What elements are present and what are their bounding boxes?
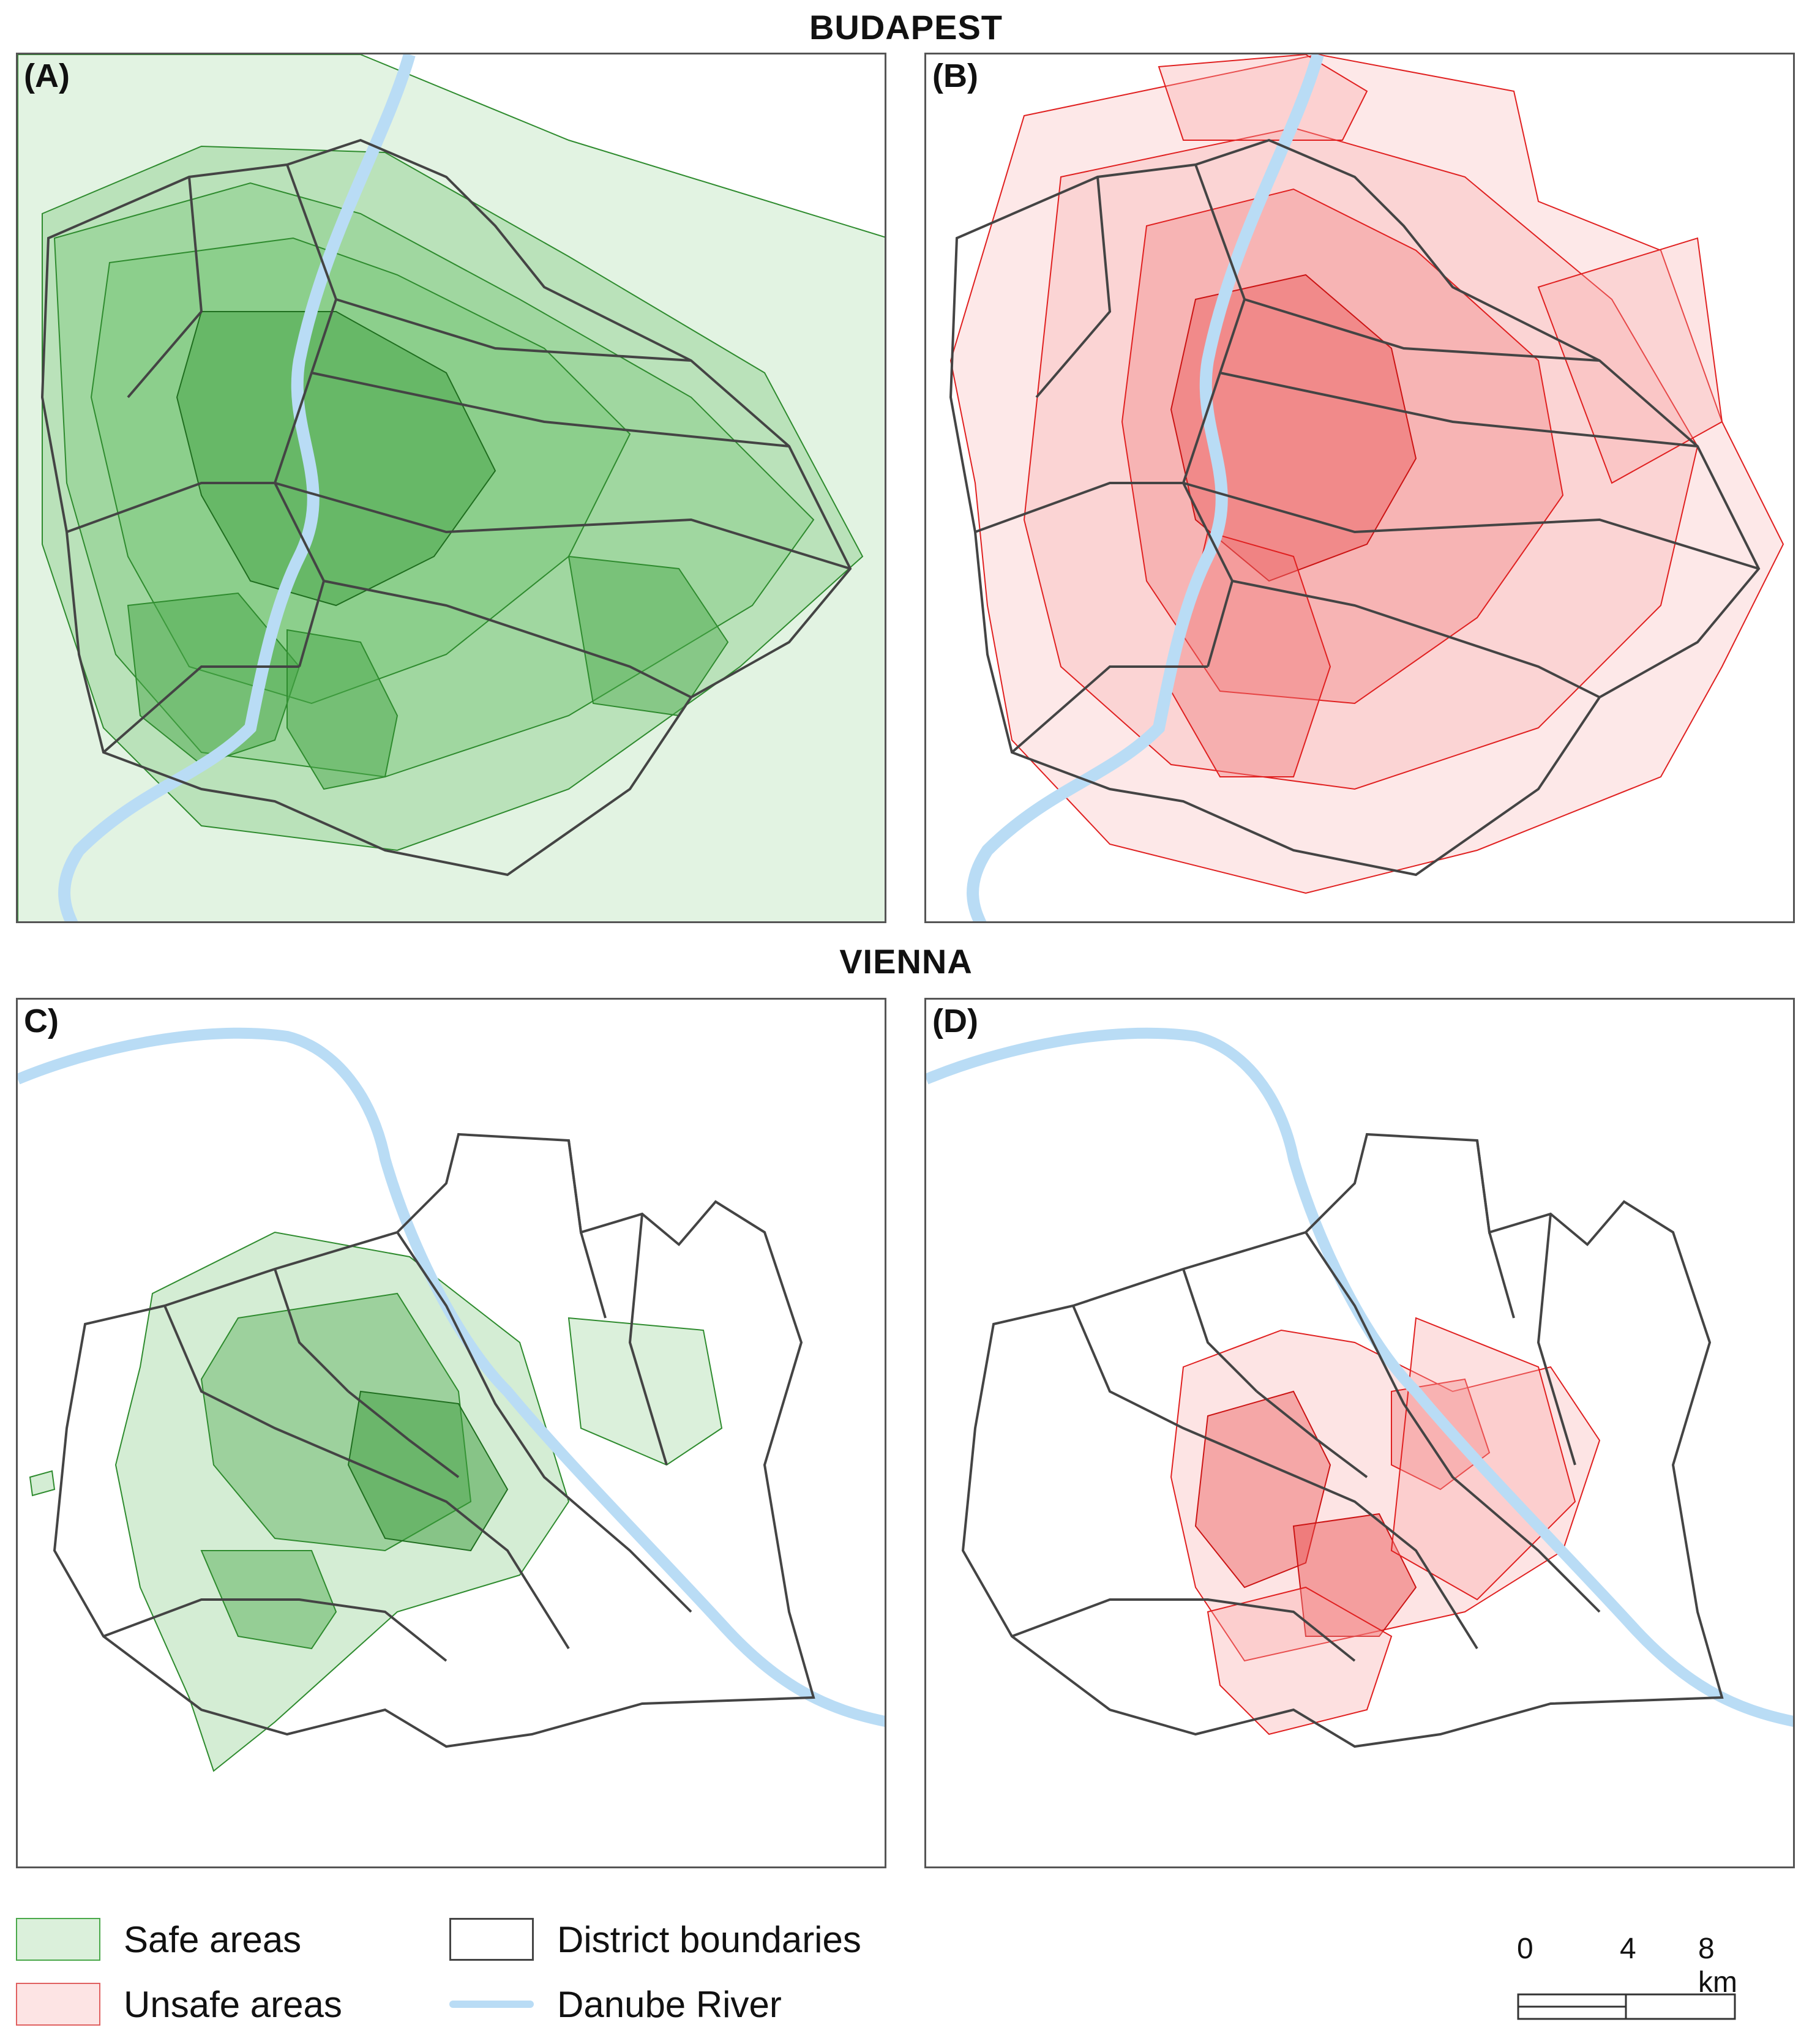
map-panel-c[interactable]: C) bbox=[16, 998, 886, 1868]
river-swatch bbox=[449, 2001, 534, 2008]
district-boundaries bbox=[53, 1132, 815, 1748]
map-canvas-a bbox=[18, 54, 885, 921]
map-panel-d[interactable]: (D) bbox=[924, 998, 1795, 1868]
unsafe-swatch bbox=[16, 1983, 100, 2026]
map-canvas-c bbox=[18, 1027, 885, 1772]
safe-areas-layer bbox=[29, 1231, 723, 1772]
district-boundaries bbox=[40, 138, 852, 877]
district-boundaries bbox=[961, 1132, 1724, 1748]
legend-river: Danube River bbox=[449, 1980, 782, 2029]
legend-unsafe-label: Unsafe areas bbox=[124, 1983, 342, 2025]
danube-river bbox=[967, 54, 1324, 921]
unsafe-areas-layer bbox=[949, 54, 1784, 894]
panel-label-c: C) bbox=[24, 1003, 59, 1039]
budapest-title: BUDAPEST bbox=[809, 8, 1003, 47]
scale-label-0: 0 bbox=[1517, 1933, 1533, 1965]
vienna-title: VIENNA bbox=[839, 942, 973, 981]
map-canvas-b bbox=[949, 54, 1784, 921]
map-panel-b[interactable]: (B) bbox=[924, 53, 1795, 923]
safe-areas-layer bbox=[18, 54, 885, 921]
unsafe-areas-layer bbox=[1170, 1317, 1601, 1735]
legend-safe: Safe areas bbox=[16, 1915, 301, 1964]
map-panel-a[interactable]: (A) bbox=[16, 53, 886, 923]
legend-river-label: Danube River bbox=[557, 1983, 782, 2025]
district-boundaries bbox=[949, 138, 1761, 877]
scale-label-4: 4 bbox=[1620, 1933, 1636, 1965]
legend-safe-label: Safe areas bbox=[124, 1919, 302, 1960]
panel-label-d: (D) bbox=[932, 1003, 978, 1039]
legend-district: District boundaries bbox=[449, 1915, 861, 1964]
danube-river bbox=[58, 54, 416, 921]
map-canvas-d bbox=[926, 1027, 1793, 1748]
legend-district-label: District boundaries bbox=[557, 1919, 861, 1960]
safe-swatch bbox=[16, 1918, 100, 1961]
panel-label-b: (B) bbox=[932, 58, 978, 94]
scale-bar-graphic bbox=[1517, 1993, 1736, 2020]
legend-unsafe: Unsafe areas bbox=[16, 1980, 342, 2029]
district-swatch bbox=[449, 1918, 534, 1961]
panel-label-a: (A) bbox=[24, 58, 70, 94]
scale-bar: 0 4 8 km bbox=[1517, 1932, 1739, 2024]
scale-label-8: 8 km bbox=[1698, 1933, 1737, 1999]
